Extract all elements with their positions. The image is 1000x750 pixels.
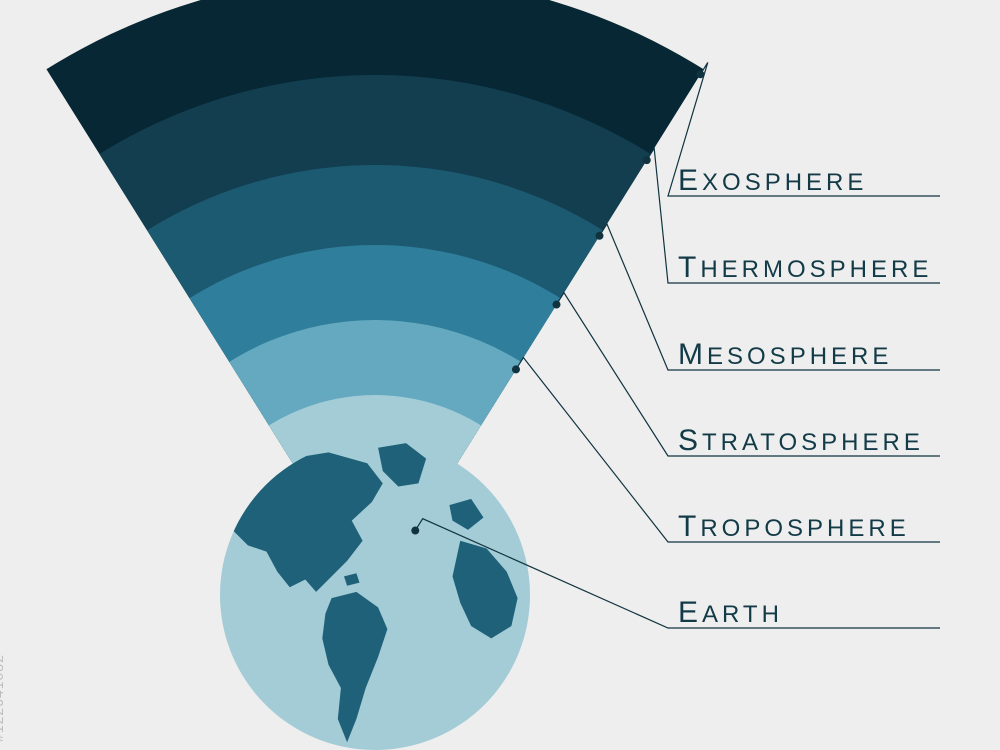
leader-dot-thermosphere: [643, 156, 651, 164]
earth-globe: [220, 440, 530, 750]
atmosphere-diagram: Exosphere Thermosphere Mesosphere Stratosph…: [0, 0, 1000, 750]
leader-dot-mesosphere: [595, 232, 603, 240]
diagram-svg: [0, 0, 1000, 750]
leader-dot-stratosphere: [552, 301, 560, 309]
label-troposphere: Troposphere: [678, 510, 910, 544]
label-stratosphere: Stratosphere: [678, 424, 924, 458]
leader-dot-troposphere: [512, 365, 520, 373]
watermark: #122641082: [0, 654, 6, 742]
label-thermosphere: Thermosphere: [678, 251, 932, 285]
label-earth: Earth: [678, 596, 783, 630]
label-exosphere: Exosphere: [678, 164, 867, 198]
leader-dot-exosphere: [696, 70, 704, 78]
label-mesosphere: Mesosphere: [678, 338, 892, 372]
leader-dot-earth: [411, 527, 419, 535]
